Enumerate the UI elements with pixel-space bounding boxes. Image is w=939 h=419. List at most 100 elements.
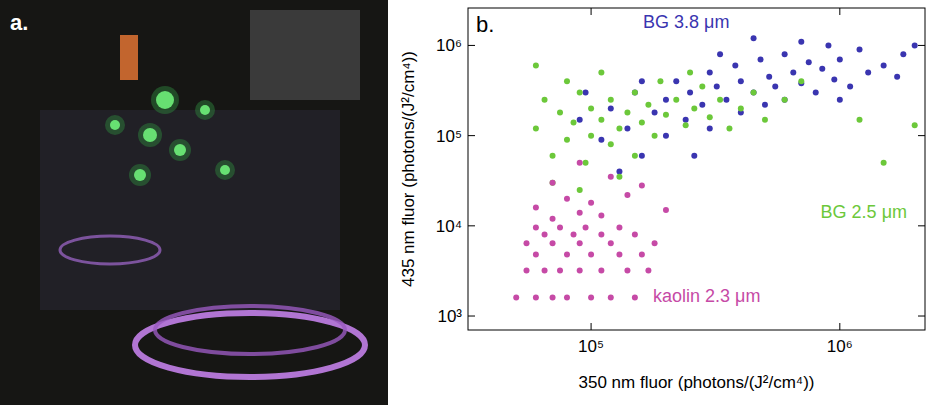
point: [806, 59, 812, 65]
photo-glow: [169, 139, 191, 161]
photo-glow: [195, 100, 215, 120]
point: [533, 224, 539, 230]
point: [550, 153, 556, 159]
x-tick-label: 10⁶: [827, 337, 853, 356]
point: [758, 56, 764, 62]
point: [624, 267, 630, 273]
point: [533, 252, 539, 258]
point: [639, 119, 645, 125]
point: [588, 200, 594, 206]
point: [645, 267, 651, 273]
point: [639, 78, 645, 84]
point: [608, 105, 614, 111]
point: [652, 110, 658, 116]
x-tick: [591, 323, 592, 330]
point: [683, 117, 689, 123]
point: [533, 62, 539, 68]
point: [847, 84, 853, 90]
point: [652, 133, 658, 139]
point: [608, 141, 614, 147]
point: [624, 192, 630, 198]
y-tick: [918, 135, 925, 136]
y-tick: [918, 45, 925, 46]
point: [583, 224, 589, 230]
point: [766, 74, 772, 80]
point: [782, 97, 788, 103]
photo-box: [250, 10, 360, 100]
point: [624, 110, 630, 116]
photo-glow: [134, 169, 146, 181]
point: [616, 174, 622, 180]
point: [598, 137, 604, 143]
point: [751, 90, 757, 96]
point: [673, 97, 679, 103]
point: [663, 207, 669, 213]
point: [663, 97, 669, 103]
y-tick: [918, 316, 925, 317]
point: [577, 240, 583, 246]
point: [577, 187, 583, 193]
point: [632, 295, 638, 301]
series-label: BG 3.8 μm: [643, 12, 729, 32]
photo-glow: [200, 105, 210, 115]
panel-label: a.: [10, 10, 28, 35]
point: [652, 240, 658, 246]
x-tick: [591, 8, 592, 15]
point: [782, 97, 788, 103]
point: [616, 252, 622, 258]
figure: a.10⁵10⁶10³10⁴10⁵10⁶350 nm fluor (photon…: [0, 0, 939, 419]
photo-glow: [215, 160, 235, 180]
photo-glow: [105, 115, 125, 135]
point: [881, 160, 887, 166]
x-axis-title: 350 nm fluor (photons/(J²/cm⁴)): [579, 373, 815, 392]
point: [632, 232, 638, 238]
photo-panel: a.: [0, 0, 388, 405]
point: [524, 240, 530, 246]
point: [687, 70, 693, 76]
point: [598, 117, 604, 123]
point: [550, 240, 556, 246]
point: [616, 224, 622, 230]
photo-ring: [155, 306, 345, 354]
point: [577, 267, 583, 273]
y-tick-label: 10³: [437, 307, 462, 326]
point: [663, 112, 669, 118]
point: [598, 232, 604, 238]
y-tick: [468, 45, 475, 46]
x-tick-label: 10⁵: [578, 337, 604, 356]
point: [564, 196, 570, 202]
point: [583, 160, 589, 166]
point: [691, 105, 697, 111]
point: [564, 78, 570, 84]
point: [782, 51, 788, 57]
label-ground: [819, 201, 909, 223]
point: [894, 74, 900, 80]
point: [588, 252, 594, 258]
point: [557, 224, 563, 230]
point: [533, 204, 539, 210]
point: [813, 90, 819, 96]
point: [857, 47, 863, 53]
point: [577, 90, 583, 96]
point: [723, 97, 729, 103]
point: [751, 35, 757, 41]
point: [598, 70, 604, 76]
point: [738, 78, 744, 84]
point: [550, 180, 556, 186]
point: [550, 180, 556, 186]
photo-orange: [120, 35, 138, 80]
y-tick-label: 10⁵: [436, 127, 462, 146]
point: [550, 295, 556, 301]
point: [857, 117, 863, 123]
point: [564, 252, 570, 258]
point: [583, 90, 589, 96]
x-tick: [839, 8, 840, 15]
photo-glow: [110, 120, 120, 130]
axes: 10⁵10⁶10³10⁴10⁵10⁶: [436, 8, 925, 356]
point: [632, 153, 638, 159]
y-tick: [468, 316, 475, 317]
point: [550, 216, 556, 222]
point: [837, 97, 843, 103]
label-ground: [651, 285, 762, 307]
point: [557, 110, 563, 116]
